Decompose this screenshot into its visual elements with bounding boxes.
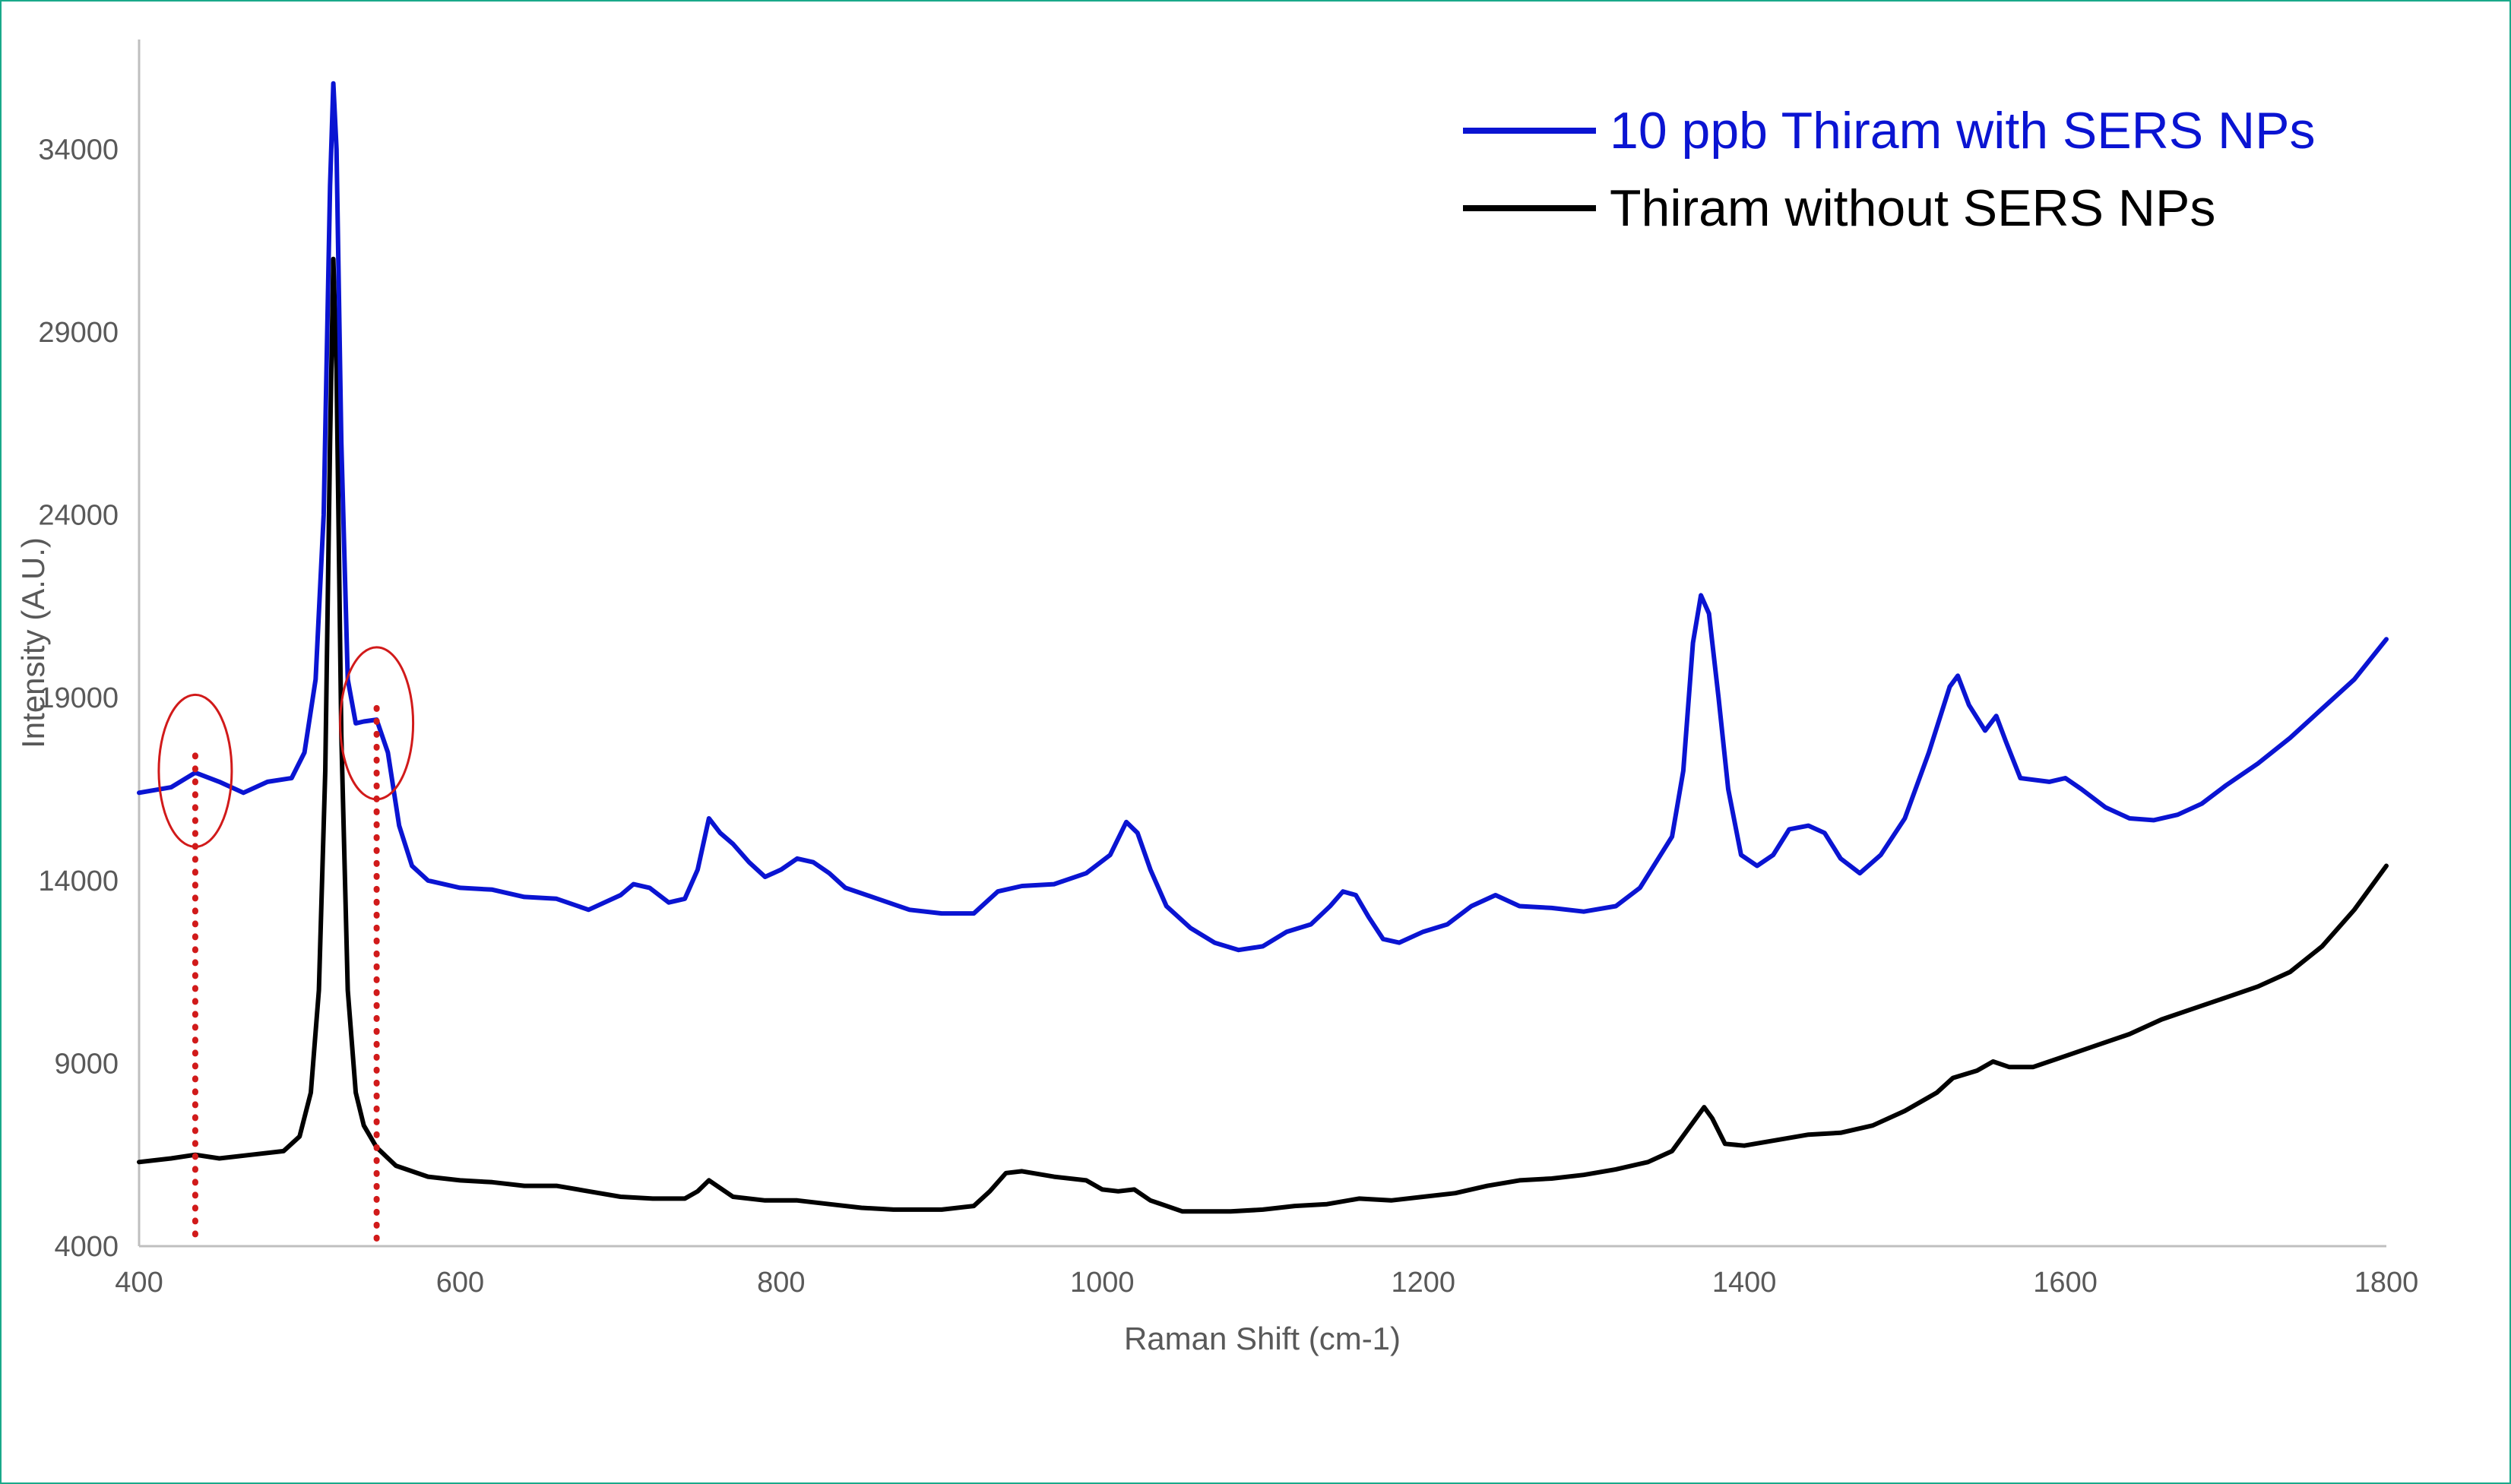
legend-label-0: 10 ppb Thiram with SERS NPs (1610, 102, 2315, 160)
x-tick-label: 1000 (1070, 1267, 1135, 1299)
x-tick-labels: 400 600 800 1000 1200 1400 1600 1800 (115, 1267, 2418, 1299)
y-tick-label: 24000 (38, 500, 119, 532)
legend-label-1: Thiram without SERS NPs (1610, 179, 2215, 237)
x-tick-label: 800 (757, 1267, 805, 1299)
series-line-0 (137, 81, 2389, 953)
y-tick-label: 9000 (54, 1048, 119, 1080)
y-tick-label: 19000 (38, 682, 119, 714)
y-tick-label: 4000 (54, 1231, 119, 1263)
y-tick-label: 34000 (38, 134, 119, 166)
x-tick-label: 1400 (1712, 1267, 1777, 1299)
series-line-1 (137, 256, 2389, 1214)
y-tick-labels: 4000 9000 14000 19000 24000 29000 34000 (38, 134, 119, 1263)
series-layer (137, 81, 2389, 1214)
y-axis-title: Intensity (A.U.) (15, 537, 51, 748)
x-tick-label: 400 (115, 1267, 163, 1299)
x-axis-title: Raman Shift (cm-1) (1124, 1321, 1401, 1356)
annotation-layer (157, 646, 415, 1249)
x-tick-label: 1200 (1391, 1267, 1455, 1299)
y-tick-label: 14000 (38, 865, 119, 897)
axes (138, 40, 2386, 1248)
y-tick-label: 29000 (38, 317, 119, 349)
x-tick-label: 600 (436, 1267, 484, 1299)
legend: 10 ppb Thiram with SERS NPs Thiram witho… (1463, 102, 2315, 237)
x-tick-label: 1800 (2354, 1267, 2419, 1299)
x-tick-label: 1600 (2033, 1267, 2098, 1299)
